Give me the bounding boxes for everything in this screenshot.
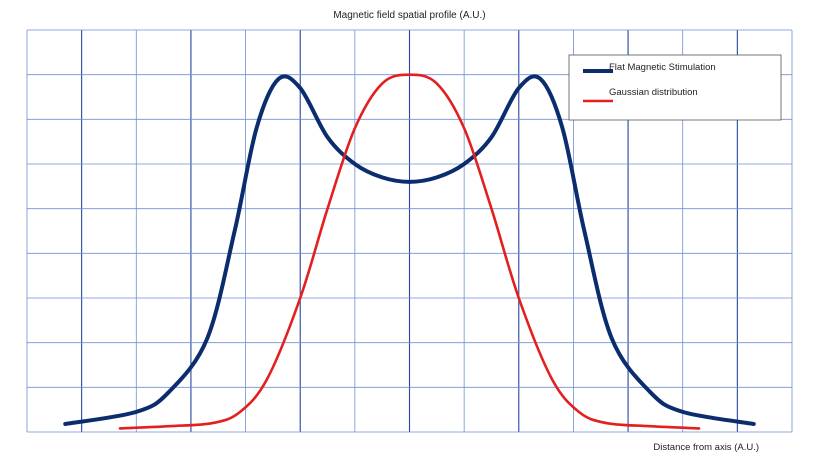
legend-label-flat: Flat Magnetic Stimulation bbox=[609, 62, 716, 73]
series-layer bbox=[63, 73, 756, 430]
series-line-gaussian-distribution bbox=[118, 73, 701, 430]
legend-box bbox=[568, 54, 782, 121]
legend: Flat Magnetic Stimulation Gaussian distr… bbox=[568, 54, 782, 121]
chart-title: Magnetic field spatial profile (A.U.) bbox=[333, 10, 486, 21]
x-axis-label: Distance from axis (A.U.) bbox=[653, 442, 759, 453]
series-line-flat-magnetic-stimulation bbox=[63, 74, 756, 426]
legend-label-gaussian: Gaussian distribution bbox=[609, 87, 698, 98]
